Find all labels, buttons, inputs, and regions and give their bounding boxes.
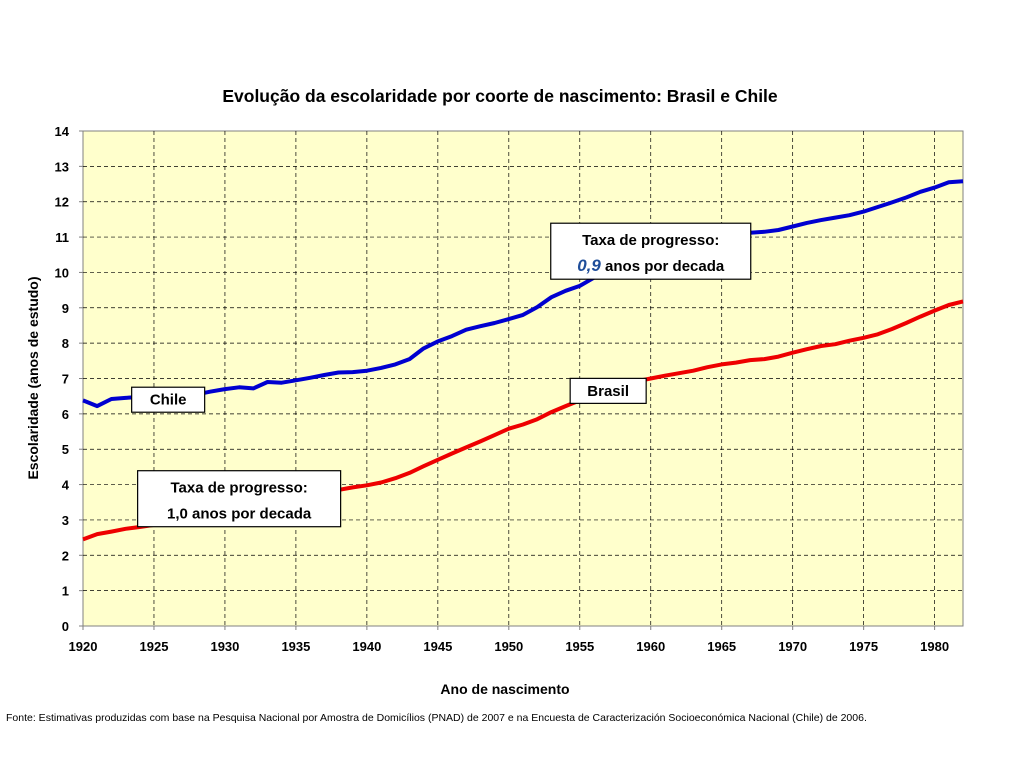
x-tick-label: 1980: [920, 639, 949, 654]
chart-title: Evolução da escolaridade por coorte de n…: [222, 86, 778, 106]
y-tick-label: 9: [62, 301, 69, 316]
x-tick-label: 1940: [352, 639, 381, 654]
chile-rate-value: 0,9: [577, 256, 601, 275]
brasil-rate-box: [137, 470, 342, 528]
brasil-rate-line1: Taxa de progresso:: [170, 480, 307, 497]
y-tick-label: 2: [62, 548, 69, 563]
y-tick-label: 0: [62, 619, 69, 634]
annotations: Chile Brasil Taxa de progresso: 0,9 anos po…: [131, 222, 752, 528]
x-tick-label: 1960: [636, 639, 665, 654]
y-tick-label: 3: [62, 513, 69, 528]
plot-area: [82, 130, 964, 627]
chile-label-box: [131, 386, 206, 413]
y-tick-label: 7: [62, 372, 69, 387]
chile-rate-unit: anos por decada: [601, 258, 725, 275]
y-tick-label: 1: [62, 584, 69, 599]
y-tick-label: 5: [62, 442, 69, 457]
source-footnote: Fonte: Estimativas produzidas com base n…: [6, 712, 867, 724]
chile-rate-box: [550, 222, 752, 280]
x-tick-label: 1955: [565, 639, 594, 654]
y-tick-label: 10: [55, 265, 69, 280]
chile-rate-line2: 0,9 anos por decada: [577, 256, 725, 275]
x-tick-label: 1920: [69, 639, 98, 654]
x-tick-label: 1945: [423, 639, 452, 654]
series-line-chile: [82, 179, 964, 409]
x-axis-ticks: 1920 1925 1930 1935 1940 1945 1950 1955 1960 1965…: [69, 626, 949, 654]
y-tick-label: 8: [62, 336, 69, 351]
chile-label: Chile: [150, 392, 187, 409]
x-tick-label: 1935: [281, 639, 310, 654]
y-tick-label: 11: [55, 230, 69, 245]
y-tick-label: 6: [62, 407, 69, 422]
brasil-rate-line2: 1,0 anos por decada: [167, 506, 312, 523]
chile-rate-line1: Taxa de progresso:: [582, 232, 719, 249]
y-axis-label: Escolaridade (anos de estudo): [25, 276, 41, 479]
x-tick-label: 1975: [849, 639, 878, 654]
y-tick-label: 4: [62, 478, 70, 493]
y-tick-label: 12: [55, 195, 69, 210]
x-tick-label: 1950: [494, 639, 523, 654]
y-tick-label: 14: [55, 124, 70, 139]
brasil-label: Brasil: [587, 383, 629, 400]
x-tick-label: 1930: [210, 639, 239, 654]
x-tick-label: 1925: [140, 639, 169, 654]
x-axis-label: Ano de nascimento: [440, 681, 569, 697]
brasil-label-box: [569, 377, 647, 404]
y-tick-label: 13: [55, 159, 69, 174]
x-tick-label: 1970: [778, 639, 807, 654]
x-tick-label: 1965: [707, 639, 736, 654]
